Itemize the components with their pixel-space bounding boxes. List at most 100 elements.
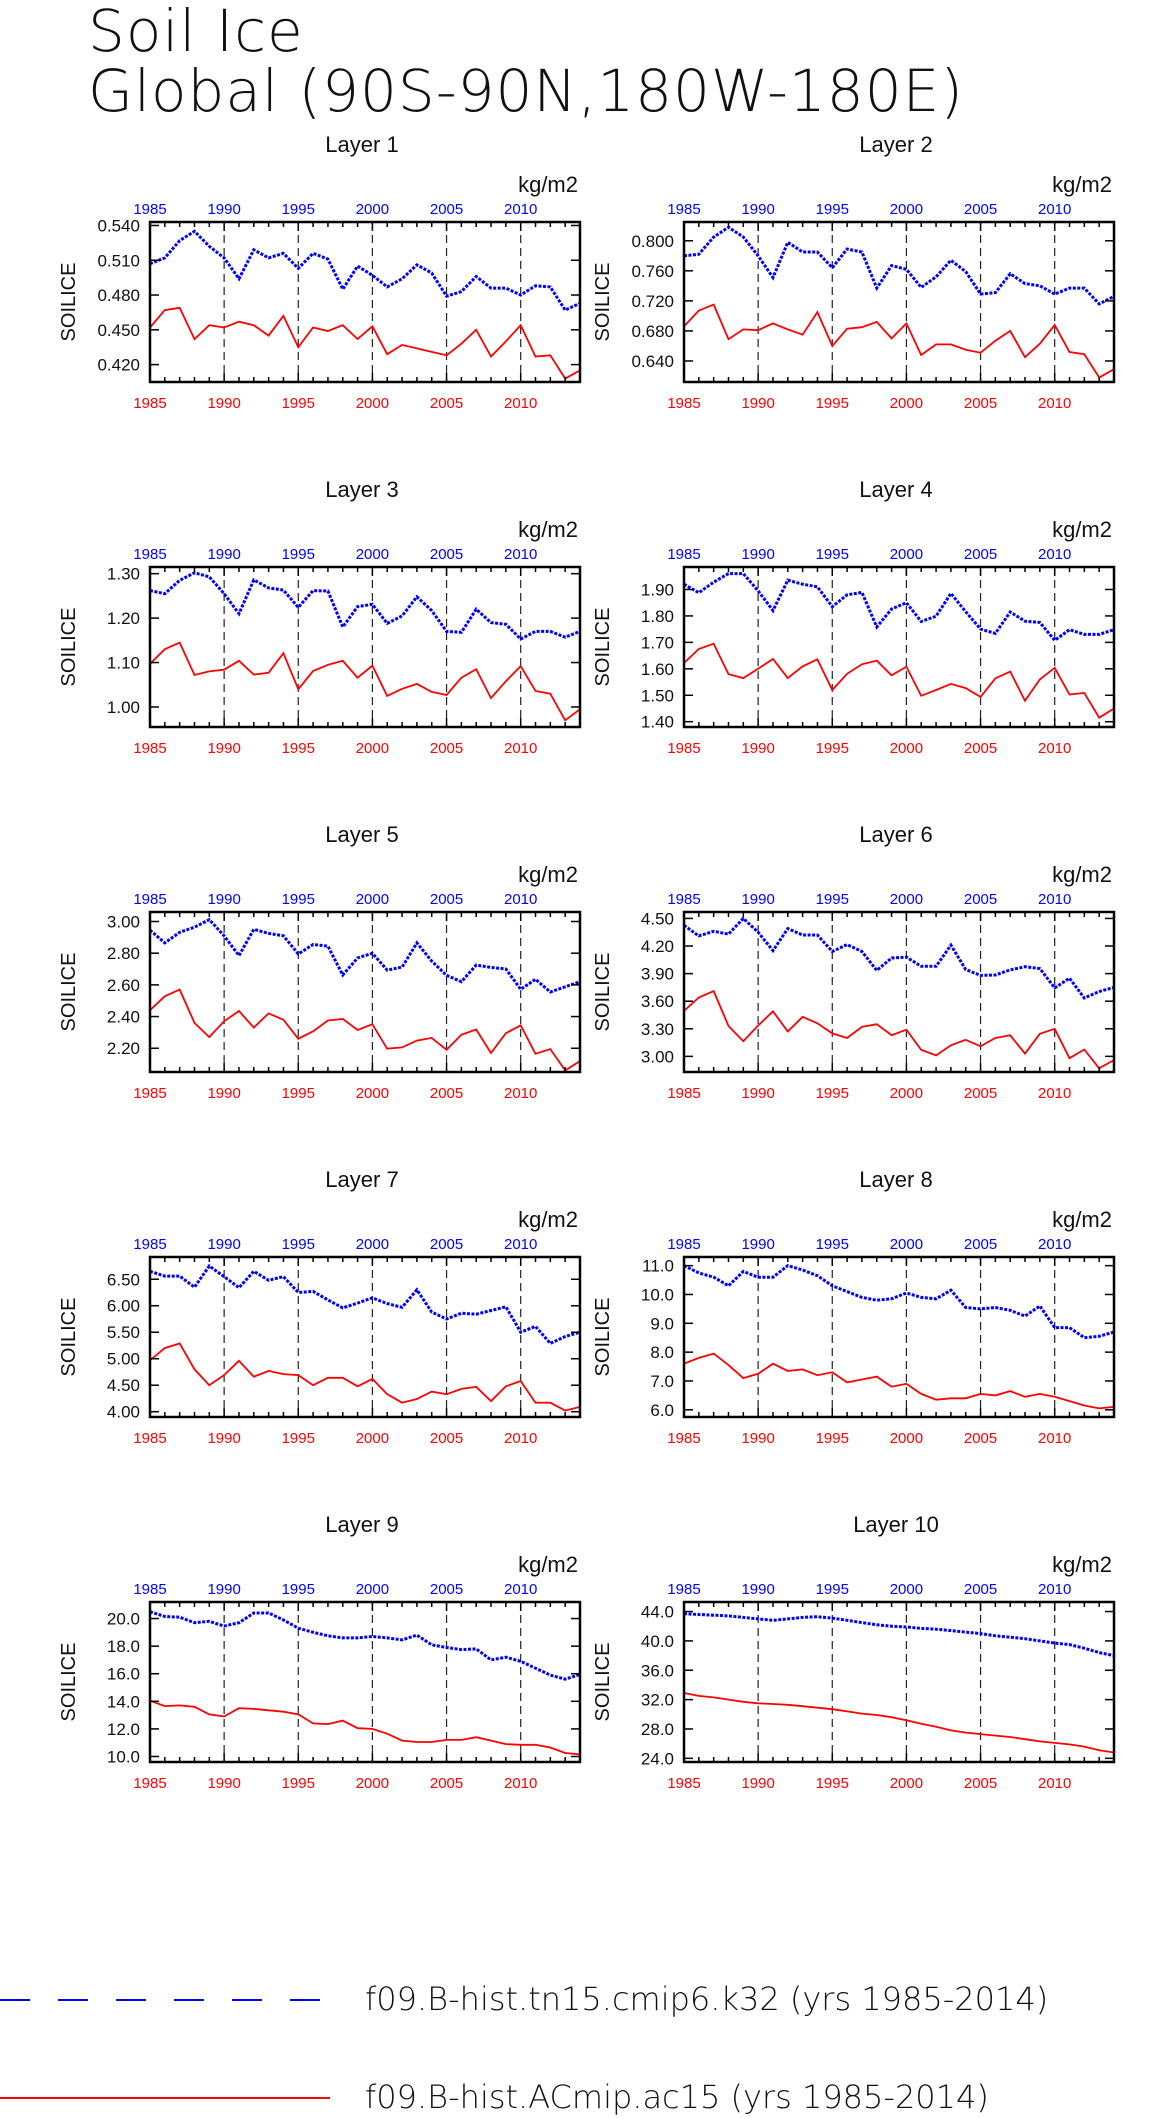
legend-label-blue: f09.B-hist.tn15.cmip6.k32 (yrs 1985-2014… (365, 1980, 1049, 2018)
y-axis-label: SOILICE (592, 1298, 614, 1377)
x-tick-label-top: 1995 (816, 1581, 849, 1598)
x-tick-label-top: 2010 (1038, 1581, 1071, 1598)
x-tick-label-top: 2010 (1038, 891, 1071, 908)
y-tick-label: 5.00 (107, 1350, 140, 1369)
y-tick-label: 2.40 (107, 1008, 140, 1027)
x-tick-label-top: 2005 (430, 891, 463, 908)
y-tick-label: 1.10 (107, 654, 140, 673)
panel-title: Layer 2 (859, 132, 932, 157)
y-tick-label: 6.0 (650, 1401, 674, 1420)
x-tick-label-top: 2000 (890, 201, 923, 218)
y-tick-label: 1.20 (107, 609, 140, 628)
x-tick-label-bottom: 1985 (133, 395, 166, 412)
y-tick-label: 0.760 (631, 262, 674, 281)
series-line-blue (683, 1263, 1115, 1340)
x-tick-label-top: 2000 (356, 891, 389, 908)
y-tick-label: 44.0 (641, 1603, 674, 1622)
x-tick-label-top: 1985 (133, 201, 166, 218)
x-tick-label-top: 1995 (282, 891, 315, 908)
panel-5: Layer 5 kg/m2 SOILICE 1985 1985 1990 1990 1995 1… (58, 822, 582, 1102)
x-tick-label-top: 1990 (207, 891, 240, 908)
x-tick-label-bottom: 2000 (356, 1430, 389, 1447)
x-tick-label-top: 1990 (741, 1581, 774, 1598)
x-tick-label-bottom: 1985 (667, 1430, 700, 1447)
units-label: kg/m2 (1052, 1207, 1112, 1232)
x-tick-label-bottom: 1985 (133, 740, 166, 757)
panel-title: Layer 7 (325, 1167, 398, 1192)
panel-title: Layer 4 (859, 477, 932, 502)
y-tick-label: 10.0 (107, 1747, 140, 1766)
x-tick-label-bottom: 1990 (207, 395, 240, 412)
y-tick-label: 11.0 (642, 1257, 674, 1276)
x-tick-label-bottom: 1990 (741, 395, 774, 412)
panel-8: Layer 8 kg/m2 SOILICE 1985 1985 1990 1990 1995 1… (592, 1167, 1116, 1447)
x-tick-label-top: 2010 (504, 1236, 537, 1253)
series-line-red (683, 642, 1115, 719)
x-tick-label-top: 1985 (133, 1236, 166, 1253)
y-tick-label: 1.80 (641, 607, 674, 626)
series-line-red (149, 1699, 581, 1756)
x-tick-label-top: 1985 (667, 1236, 700, 1253)
x-tick-label-bottom: 2005 (964, 740, 997, 757)
plot-frame (682, 1255, 1116, 1419)
x-tick-label-bottom: 1985 (667, 740, 700, 757)
y-tick-label: 5.50 (107, 1323, 140, 1342)
figure-subtitle: Global (90S-90N,180W-180E) (88, 57, 964, 125)
panel-10: Layer 10 kg/m2 SOILICE 1985 1985 1990 1990 1995… (592, 1512, 1116, 1792)
y-tick-label: 1.90 (641, 580, 674, 599)
y-tick-label: 3.30 (641, 1020, 674, 1039)
x-tick-label-top: 1995 (282, 546, 315, 563)
x-tick-label-bottom: 2000 (890, 740, 923, 757)
x-tick-label-top: 2000 (356, 546, 389, 563)
x-tick-label-bottom: 2010 (504, 1430, 537, 1447)
x-tick-label-bottom: 2000 (890, 395, 923, 412)
series-line-red (149, 1342, 581, 1412)
x-tick-label-bottom: 2010 (1038, 1430, 1071, 1447)
x-tick-label-bottom: 1985 (133, 1430, 166, 1447)
legend-label-red: f09.B-hist.ACmip.ac15 (yrs 1985-2014) (365, 2078, 989, 2116)
x-tick-label-top: 2005 (964, 1236, 997, 1253)
y-tick-label: 1.60 (641, 660, 674, 679)
y-tick-label: 3.00 (641, 1047, 674, 1066)
y-tick-label: 40.0 (641, 1632, 674, 1651)
x-tick-label-bottom: 1995 (282, 740, 315, 757)
plot-frame (682, 220, 1116, 384)
y-tick-label: 14.0 (107, 1692, 140, 1711)
x-tick-label-bottom: 1990 (207, 740, 240, 757)
y-tick-label: 24.0 (641, 1749, 674, 1768)
series-line-blue (683, 1612, 1115, 1658)
x-tick-label-bottom: 2000 (356, 1775, 389, 1792)
x-tick-label-bottom: 1990 (741, 1430, 774, 1447)
plot-frame (148, 910, 582, 1074)
panel-1: Layer 1 kg/m2 SOILICE 1985 1985 1990 1990 1995 1… (58, 132, 582, 412)
y-tick-label: 18.0 (107, 1637, 140, 1656)
y-axis-label: SOILICE (58, 263, 80, 342)
x-tick-label-bottom: 2005 (430, 1085, 463, 1102)
x-tick-label-bottom: 1995 (816, 1085, 849, 1102)
series-line-blue (149, 571, 581, 641)
y-tick-label: 32.0 (641, 1691, 674, 1710)
x-tick-label-top: 2000 (890, 1581, 923, 1598)
series-line-red (683, 1692, 1115, 1754)
y-tick-label: 4.20 (641, 937, 674, 956)
x-tick-label-top: 1995 (816, 546, 849, 563)
series-line-red (683, 989, 1115, 1070)
x-tick-label-bottom: 1985 (667, 395, 700, 412)
x-tick-label-bottom: 2005 (430, 395, 463, 412)
y-tick-label: 0.450 (97, 321, 140, 340)
x-tick-label-bottom: 1990 (207, 1775, 240, 1792)
x-tick-label-top: 2005 (430, 201, 463, 218)
y-tick-label: 2.80 (107, 944, 140, 963)
x-tick-label-bottom: 2000 (356, 740, 389, 757)
x-tick-label-top: 1990 (741, 1236, 774, 1253)
x-tick-label-top: 2005 (964, 201, 997, 218)
x-tick-label-top: 2000 (356, 1581, 389, 1598)
panel-title: Layer 3 (325, 477, 398, 502)
series-line-red (149, 641, 581, 722)
y-axis-label: SOILICE (592, 1643, 614, 1722)
x-tick-label-top: 1995 (816, 1236, 849, 1253)
y-tick-label: 1.50 (641, 686, 674, 705)
x-tick-label-bottom: 2010 (504, 395, 537, 412)
x-tick-label-top: 1995 (282, 201, 315, 218)
